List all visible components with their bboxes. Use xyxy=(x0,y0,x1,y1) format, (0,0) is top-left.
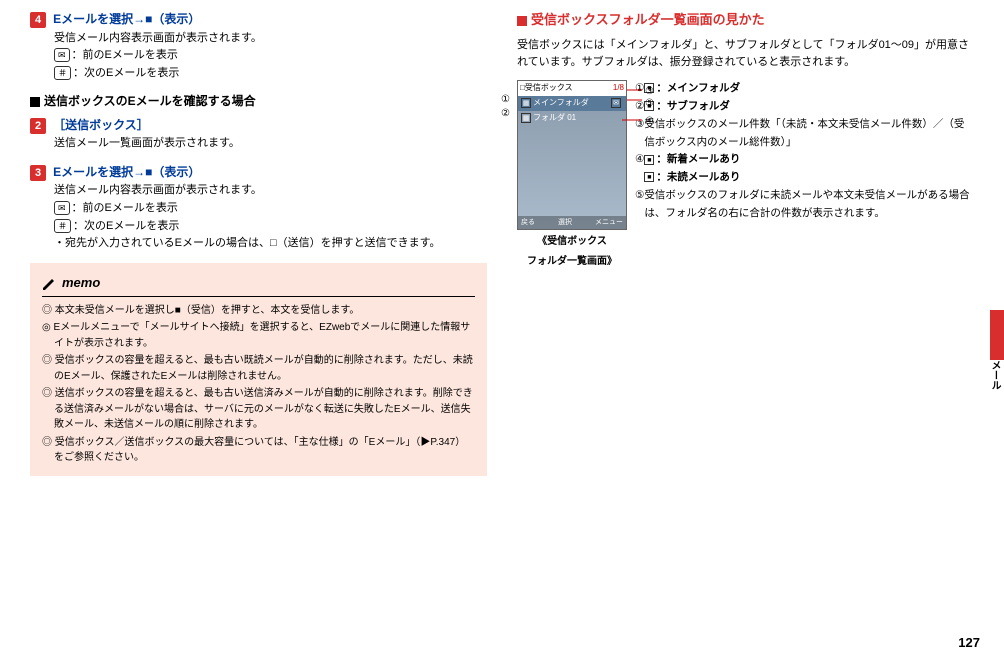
right-column: 受信ボックスフォルダ一覧画面の見かた 受信ボックスには「メインフォルダ」と、サブ… xyxy=(517,10,974,476)
phone-figure: □受信ボックス 1/8 ▦ メインフォルダ ✉ ▦ フォルダ 01 戻る 選 xyxy=(517,80,627,270)
step-2: 2 ［送信ボックス］ 送信メール一覧画面が表示されます。 xyxy=(30,116,487,153)
step-4: 4 Eメールを選択→■（表示） 受信メール内容表示画面が表示されます。 ✉：前の… xyxy=(30,10,487,82)
step-4-key1-text: ：前のEメールを表示 xyxy=(72,49,178,61)
red-square-icon xyxy=(517,16,527,26)
step-3: 3 Eメールを選択→■（表示） 送信メール内容表示画面が表示されます。 ✉：前の… xyxy=(30,163,487,253)
step-4-desc: 受信メール内容表示画面が表示されます。 xyxy=(54,30,487,48)
phone-header-right: 1/8 xyxy=(613,82,624,95)
step-2-title: ［送信ボックス］ xyxy=(53,118,149,132)
legend-num-5: ⑤ xyxy=(635,187,644,223)
unread-mail-icon: ■ xyxy=(644,172,654,182)
phone-row-main: ▦ メインフォルダ ✉ xyxy=(518,96,626,111)
memo-title: memo xyxy=(42,273,475,297)
legend-num-4: ④ xyxy=(635,151,644,187)
phone-screen: □受信ボックス 1/8 ▦ メインフォルダ ✉ ▦ フォルダ 01 戻る 選 xyxy=(517,80,627,230)
mail-status-icon: ✉ xyxy=(611,98,621,108)
legend-num-3: ③ xyxy=(635,116,644,152)
callout-4: ④ xyxy=(645,114,654,130)
legend-num-1: ① xyxy=(635,80,644,98)
memo-item: ◎ 本文未受信メールを選択し■（受信）を押すと、本文を受信します。 xyxy=(42,303,475,319)
phone-header-left: □受信ボックス xyxy=(520,82,573,95)
memo-item: ◎ 受信ボックスの容量を超えると、最も古い既読メールが自動的に削除されます。ただ… xyxy=(42,353,475,384)
legend-num-2: ② xyxy=(635,98,644,116)
side-tab xyxy=(990,310,1004,360)
hash-key-icon: ＃ xyxy=(54,66,71,80)
phone-caption-2: フォルダ一覧画面》 xyxy=(517,254,627,270)
page-number: 127 xyxy=(958,633,980,654)
right-heading: 受信ボックスフォルダ一覧画面の見かた xyxy=(517,10,974,31)
step-2-desc: 送信メール一覧画面が表示されます。 xyxy=(54,135,487,153)
memo-item: ◎ 送信ボックスの容量を超えると、最も古い送信済みメールが自動的に削除されます。… xyxy=(42,386,475,433)
step-number-4: 4 xyxy=(30,12,46,28)
phone-row-sub: ▦ フォルダ 01 xyxy=(518,111,626,126)
folder-icon: ▦ xyxy=(521,98,531,108)
step-4-key2-text: ：次のEメールを表示 xyxy=(73,67,179,79)
memo-item: ◎ 受信ボックス／送信ボックスの最大容量については、「主な仕様」の「Eメール」（… xyxy=(42,435,475,466)
step-3-title: Eメールを選択→■（表示） xyxy=(53,165,200,179)
step-4-title: Eメールを選択→■（表示） xyxy=(53,12,200,26)
step-3-bullet: ・宛先が入力されているEメールの場合は、□（送信）を押すと送信できます。 xyxy=(54,235,487,253)
step-3-key2-text: ：次のEメールを表示 xyxy=(73,220,179,232)
hash-key-icon: ＃ xyxy=(54,219,71,233)
step-3-desc: 送信メール内容表示画面が表示されます。 xyxy=(54,182,487,200)
pencil-icon xyxy=(42,276,58,290)
callout-5: ⑤ xyxy=(645,96,654,112)
mail-key-icon: ✉ xyxy=(54,201,70,215)
mail-key-icon: ✉ xyxy=(54,48,70,62)
phone-caption-1: 《受信ボックス xyxy=(517,234,627,250)
phone-footer: 戻る 選択 メニュー xyxy=(518,216,626,229)
side-label: メール xyxy=(986,360,1002,390)
step-3-key1-text: ：前のEメールを表示 xyxy=(72,202,178,214)
memo-item: ◎ Eメールメニューで「メールサイトへ接続」を選択すると、EZwebでメールに関… xyxy=(42,320,475,351)
square-bullet-icon xyxy=(30,97,40,107)
memo-box: memo ◎ 本文未受信メールを選択し■（受信）を押すと、本文を受信します。 ◎… xyxy=(30,263,487,476)
outbox-heading: 送信ボックスのEメールを確認する場合 xyxy=(30,92,487,111)
legend: ① ■：メインフォルダ ② ■：サブフォルダ ③ 受信ボックスのメール件数「（未… xyxy=(635,80,974,223)
right-intro: 受信ボックスには「メインフォルダ」と、サブフォルダとして「フォルダ01～09」が… xyxy=(517,37,974,72)
new-mail-icon: ■ xyxy=(644,155,654,165)
callout-2: ② xyxy=(501,106,510,122)
step-number-2: 2 xyxy=(30,118,46,134)
step-number-3: 3 xyxy=(30,165,46,181)
left-column: 4 Eメールを選択→■（表示） 受信メール内容表示画面が表示されます。 ✉：前の… xyxy=(30,10,487,476)
folder-icon: ▦ xyxy=(521,113,531,123)
